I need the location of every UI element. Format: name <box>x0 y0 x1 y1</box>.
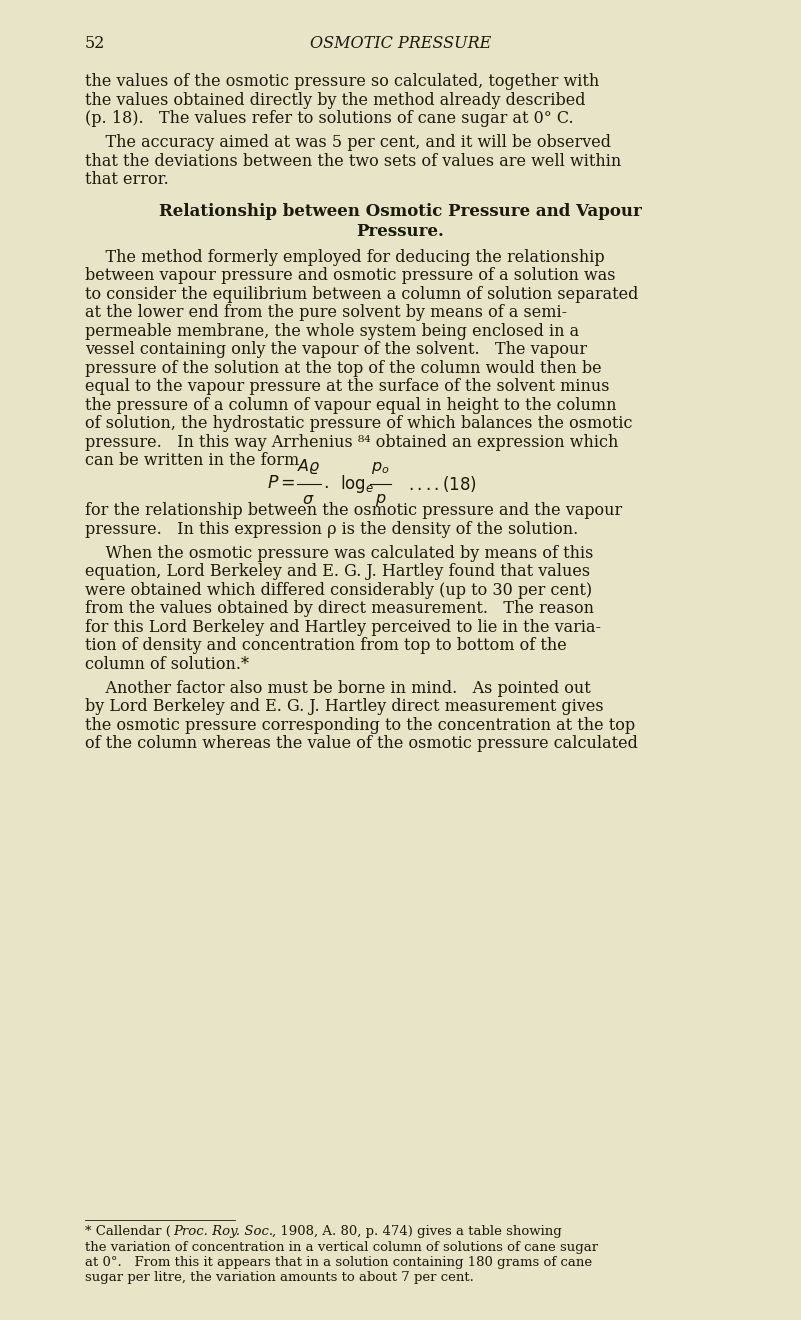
Text: $\sigma$: $\sigma$ <box>302 491 315 508</box>
Text: that error.: that error. <box>85 172 169 187</box>
Text: can be written in the form: can be written in the form <box>85 453 300 469</box>
Text: from the values obtained by direct measurement.   The reason: from the values obtained by direct measu… <box>85 601 594 618</box>
Text: for the relationship between the osmotic pressure and the vapour: for the relationship between the osmotic… <box>85 502 622 519</box>
Text: $P = $: $P = $ <box>267 475 296 492</box>
Text: pressure.   In this way Arrhenius ⁸⁴ obtained an expression which: pressure. In this way Arrhenius ⁸⁴ obtai… <box>85 434 618 450</box>
Text: pressure.   In this expression ρ is the density of the solution.: pressure. In this expression ρ is the de… <box>85 520 578 537</box>
Text: sugar per litre, the variation amounts to about 7 per cent.: sugar per litre, the variation amounts t… <box>85 1271 474 1284</box>
Text: $p_o$: $p_o$ <box>371 459 390 477</box>
Text: The method formerly employed for deducing the relationship: The method formerly employed for deducin… <box>85 248 605 265</box>
Text: were obtained which differed considerably (up to 30 per cent): were obtained which differed considerabl… <box>85 582 592 599</box>
Text: vessel containing only the vapour of the solvent.   The vapour: vessel containing only the vapour of the… <box>85 342 587 358</box>
Text: at 0°.   From this it appears that in a solution containing 180 grams of cane: at 0°. From this it appears that in a so… <box>85 1257 592 1269</box>
Text: Relationship between Osmotic Pressure and Vapour: Relationship between Osmotic Pressure an… <box>159 202 642 219</box>
Text: the pressure of a column of vapour equal in height to the column: the pressure of a column of vapour equal… <box>85 397 617 413</box>
Text: $\log_e$: $\log_e$ <box>340 473 375 495</box>
Text: equal to the vapour pressure at the surface of the solvent minus: equal to the vapour pressure at the surf… <box>85 379 610 395</box>
Text: $p$: $p$ <box>375 491 386 508</box>
Text: of solution, the hydrostatic pressure of which balances the osmotic: of solution, the hydrostatic pressure of… <box>85 416 633 432</box>
Text: the values obtained directly by the method already described: the values obtained directly by the meth… <box>85 91 586 108</box>
Text: that the deviations between the two sets of values are well within: that the deviations between the two sets… <box>85 153 622 169</box>
Text: tion of density and concentration from top to bottom of the: tion of density and concentration from t… <box>85 638 567 655</box>
Text: permeable membrane, the whole system being enclosed in a: permeable membrane, the whole system bei… <box>85 323 579 339</box>
Text: , 1908, A. 80, p. 474) gives a table showing: , 1908, A. 80, p. 474) gives a table sho… <box>272 1225 562 1238</box>
Text: for this Lord Berkeley and Hartley perceived to lie in the varia-: for this Lord Berkeley and Hartley perce… <box>85 619 601 636</box>
Text: Another factor also must be borne in mind.   As pointed out: Another factor also must be borne in min… <box>85 680 591 697</box>
Text: Proc. Roy. Soc.: Proc. Roy. Soc. <box>173 1225 273 1238</box>
Text: between vapour pressure and osmotic pressure of a solution was: between vapour pressure and osmotic pres… <box>85 267 615 284</box>
Text: the values of the osmotic pressure so calculated, together with: the values of the osmotic pressure so ca… <box>85 73 599 90</box>
Text: column of solution.*: column of solution.* <box>85 656 249 673</box>
Text: the variation of concentration in a vertical column of solutions of cane sugar: the variation of concentration in a vert… <box>85 1241 598 1254</box>
Text: The accuracy aimed at was 5 per cent, and it will be observed: The accuracy aimed at was 5 per cent, an… <box>85 135 611 150</box>
Text: 52: 52 <box>85 36 106 51</box>
Text: by Lord Berkeley and E. G. J. Hartley direct measurement gives: by Lord Berkeley and E. G. J. Hartley di… <box>85 698 604 715</box>
Text: * Callendar (: * Callendar ( <box>85 1225 171 1238</box>
Text: the osmotic pressure corresponding to the concentration at the top: the osmotic pressure corresponding to th… <box>85 717 635 734</box>
Text: to consider the equilibrium between a column of solution separated: to consider the equilibrium between a co… <box>85 285 638 302</box>
Text: at the lower end from the pure solvent by means of a semi-: at the lower end from the pure solvent b… <box>85 304 567 321</box>
Text: Pressure.: Pressure. <box>356 223 445 240</box>
Text: (p. 18).   The values refer to solutions of cane sugar at 0° C.: (p. 18). The values refer to solutions o… <box>85 110 574 127</box>
Text: equation, Lord Berkeley and E. G. J. Hartley found that values: equation, Lord Berkeley and E. G. J. Har… <box>85 564 590 581</box>
Text: $.    .    .    .    (18)$: $. . . . (18)$ <box>409 474 477 494</box>
Text: $.$: $.$ <box>323 475 328 492</box>
Text: $A\varrho$: $A\varrho$ <box>296 457 320 477</box>
Text: of the column whereas the value of the osmotic pressure calculated: of the column whereas the value of the o… <box>85 735 638 752</box>
Text: OSMOTIC PRESSURE: OSMOTIC PRESSURE <box>310 36 491 51</box>
Text: pressure of the solution at the top of the column would then be: pressure of the solution at the top of t… <box>85 360 602 376</box>
Text: When the osmotic pressure was calculated by means of this: When the osmotic pressure was calculated… <box>85 545 594 562</box>
